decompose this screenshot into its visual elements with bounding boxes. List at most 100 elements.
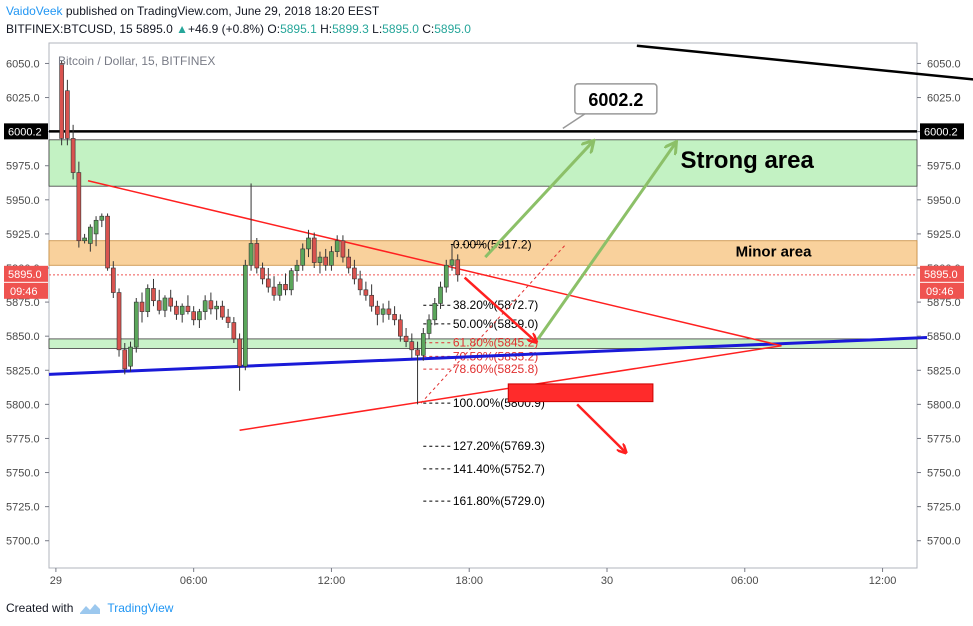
candle-body [225, 316, 231, 323]
candle-body [133, 301, 139, 348]
y-tick-label: 5800.0 [927, 399, 961, 411]
candle-body [70, 138, 76, 173]
footer: Created with TradingView [6, 601, 173, 615]
y-tick-label: 5925.0 [927, 229, 961, 241]
up-triangle-icon: ▲ [176, 22, 188, 36]
level-tag-right [920, 123, 964, 140]
candle-body [82, 237, 87, 242]
y-tick-label: 5850.0 [927, 331, 961, 343]
candle-body [243, 264, 248, 367]
y-tick-label: 6050.0 [927, 58, 961, 70]
tradingview-link[interactable]: TradingView [107, 601, 174, 615]
candle-body [380, 308, 386, 315]
upper-triangle-line [87, 179, 782, 347]
price-tag-right-text: 5895.0 [924, 269, 958, 281]
low-value: 5895.0 [382, 22, 419, 36]
red-arrow-down [463, 276, 536, 342]
price-tag-right-time [920, 282, 964, 299]
candle-body [185, 305, 191, 312]
fib-label: 50.00%(5859.0) [453, 317, 538, 331]
candle-body [237, 338, 242, 367]
candle-body [110, 267, 116, 293]
candle-body [99, 215, 105, 221]
support-trendline [48, 336, 928, 376]
candle-body [311, 237, 317, 263]
candle-body [398, 319, 403, 337]
candle-body [271, 286, 277, 296]
candle-body [174, 305, 179, 315]
callout-label: 6002.2 [588, 90, 643, 110]
callout-box [574, 83, 658, 115]
candle-body [265, 278, 271, 288]
y-tick-label-left: 5825.0 [6, 365, 40, 377]
candle-body [277, 284, 283, 296]
y-tick-label-left: 5925.0 [6, 229, 40, 241]
x-tick-label: 30 [601, 575, 613, 587]
fib-label: 0.00%(5917.2) [453, 238, 532, 252]
candle-body [346, 256, 351, 269]
candle-body [375, 305, 380, 315]
created-with-text: Created with [6, 601, 74, 615]
author-link[interactable]: VaidoVeek [6, 4, 63, 18]
y-tick-label-left: 5950.0 [6, 195, 40, 207]
symbol-name: BITFINEX:BTCUSD, 15 [6, 22, 133, 36]
candle-body [432, 303, 438, 321]
y-tick-label-left: 5700.0 [6, 536, 40, 548]
candle-body [248, 243, 254, 266]
candle-body [340, 240, 346, 258]
fib-label: 61.80%(5845.2) [453, 336, 538, 350]
candle-body [220, 305, 225, 318]
x-tick-label: 06:00 [731, 575, 759, 587]
candle-body [168, 297, 174, 307]
open-value: 5895.1 [280, 22, 317, 36]
y-tick-label: 5975.0 [927, 161, 961, 173]
price-tag-right [920, 265, 964, 282]
price-tag-left-time-text: 09:46 [10, 286, 38, 298]
y-tick-label-left: 5775.0 [6, 433, 40, 445]
y-tick-label-left: 5725.0 [6, 502, 40, 514]
candle-body [357, 278, 363, 291]
y-tick-label-left: 5975.0 [6, 161, 40, 173]
candle-body [191, 311, 196, 321]
green-arrow-up [484, 141, 593, 259]
strong-area-label: Strong area [680, 147, 814, 174]
candle-body [156, 300, 162, 311]
fib-label: 161.80%(5729.0) [453, 494, 545, 508]
price-tag-left-time [4, 282, 48, 299]
candle-body [386, 308, 392, 315]
y-tick-label: 5750.0 [927, 468, 961, 480]
candle-body [288, 270, 294, 291]
fib-label: 141.40%(5752.7) [453, 462, 545, 476]
publish-info: VaidoVeek published on TradingView.com, … [6, 4, 379, 18]
y-tick-label: 5775.0 [927, 433, 961, 445]
candle-body [145, 288, 151, 312]
red-arrow-down-2 [576, 403, 625, 452]
green-arrow-up-2 [536, 143, 676, 340]
fib-label: 127.20%(5769.3) [453, 439, 545, 453]
candle-body [283, 284, 288, 291]
candle-body [76, 172, 82, 242]
candle-body [300, 248, 306, 266]
open-label: O: [267, 22, 281, 36]
candle-body [139, 301, 145, 312]
chart-title: Bitcoin / Dollar, 15, BITFINEX [58, 54, 215, 68]
red-block [507, 383, 654, 403]
x-tick-label: 06:00 [180, 575, 208, 587]
candle-body [443, 264, 449, 288]
y-tick-label: 5700.0 [927, 536, 961, 548]
candle-body [334, 240, 340, 252]
candle-body [179, 305, 185, 315]
candle-body [93, 219, 99, 235]
candle-body [202, 300, 208, 312]
candle-body [306, 237, 311, 250]
published-text: published on TradingView.com, June 29, 2… [65, 4, 380, 18]
level-tag-left-text: 6000.2 [8, 126, 42, 138]
symbol-info: BITFINEX:BTCUSD, 15 5895.0 ▲+46.9 (+0.8%… [6, 22, 471, 36]
candle-body [392, 314, 397, 321]
candle-body [369, 294, 374, 307]
price-chart[interactable]: 0.00%(5917.2)38.20%(5872.7)50.00%(5859.0… [0, 40, 973, 596]
candle-body [415, 349, 420, 356]
candle-body [409, 341, 415, 351]
tradingview-logo-icon [80, 604, 101, 614]
candle-body [65, 90, 70, 139]
